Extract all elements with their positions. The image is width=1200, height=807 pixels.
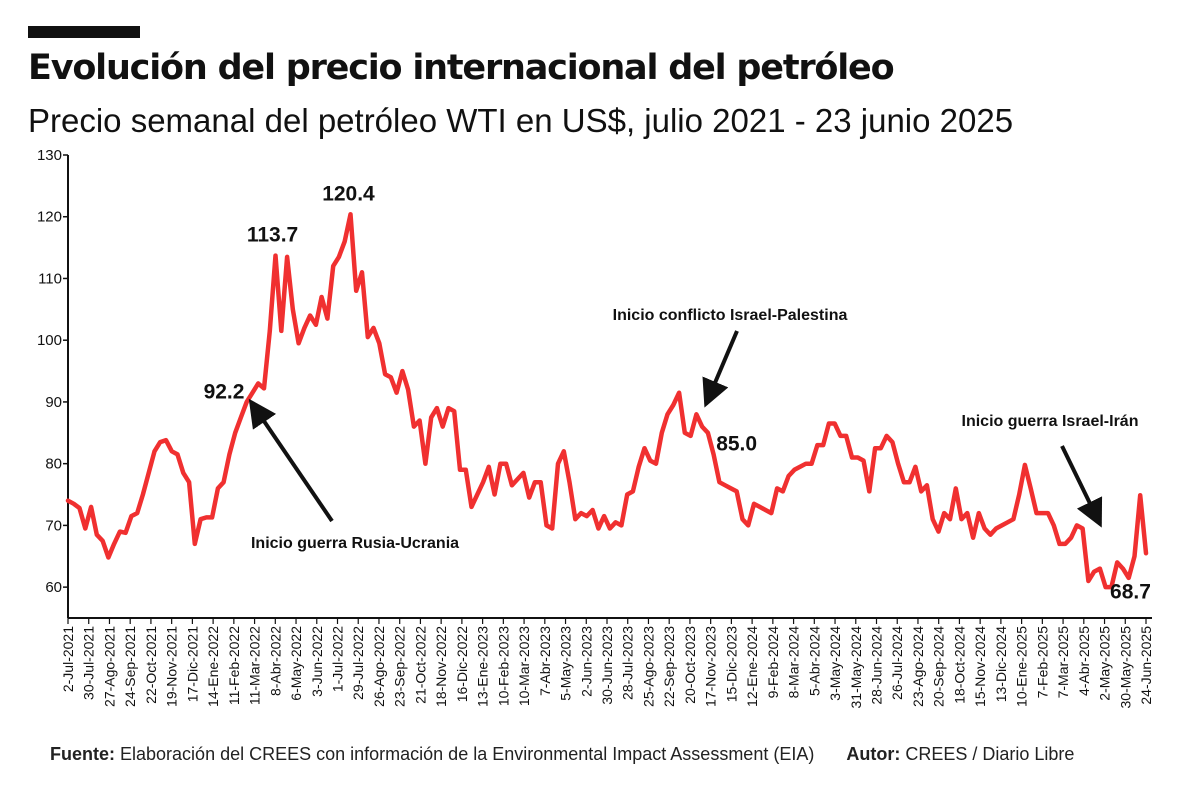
x-tick-label: 24-Jun-2025 xyxy=(1138,626,1154,705)
source-label: Fuente: xyxy=(50,744,115,764)
annotation-arrow xyxy=(1060,445,1103,528)
x-tick-label: 28-Jul-2023 xyxy=(620,626,636,700)
x-tick-label: 12-Ene-2024 xyxy=(744,626,760,707)
x-tick-label: 14-Ene-2022 xyxy=(205,626,221,707)
x-tick-label: 18-Nov-2022 xyxy=(433,626,449,707)
x-tick-label: 31-May-2024 xyxy=(848,626,864,709)
x-tick-label: 7-Abr-2023 xyxy=(537,626,553,696)
x-tick-label: 26-Jul-2024 xyxy=(889,626,905,700)
data-label: 85.0 xyxy=(716,432,757,455)
x-tick-label: 7-Feb-2025 xyxy=(1034,626,1050,699)
x-tick-label: 16-Dic-2022 xyxy=(454,626,470,702)
x-tick-label: 11-Mar-2022 xyxy=(247,626,263,705)
x-tick-label: 17-Dic-2021 xyxy=(184,626,200,702)
x-tick-label: 30-Jun-2023 xyxy=(599,626,615,705)
x-tick-label: 15-Dic-2023 xyxy=(723,626,739,702)
x-tick-label: 9-Feb-2024 xyxy=(765,626,781,699)
author-label: Autor: xyxy=(846,744,901,764)
x-tick-label: 25-Ago-2023 xyxy=(640,626,656,707)
x-tick-label: 13-Ene-2023 xyxy=(475,626,491,707)
x-tick-label: 10-Ene-2025 xyxy=(1014,626,1030,707)
y-tick-label: 60 xyxy=(45,579,62,596)
y-tick-label: 80 xyxy=(45,456,62,473)
x-tick-label: 10-Mar-2023 xyxy=(516,626,532,706)
data-label: 120.4 xyxy=(322,182,375,205)
y-tick-label: 100 xyxy=(37,332,62,349)
data-label: 68.7 xyxy=(1110,580,1151,603)
x-tick-label: 7-Mar-2025 xyxy=(1055,626,1071,699)
x-tick-label: 17-Nov-2023 xyxy=(703,626,719,707)
y-tick-label: 90 xyxy=(45,394,62,411)
x-tick-label: 20-Sep-2024 xyxy=(931,626,947,707)
x-tick-label: 6-May-2022 xyxy=(288,626,304,701)
chart-subtitle: Precio semanal del petróleo WTI en US$, … xyxy=(28,102,1014,139)
x-tick-label: 29-Jul-2022 xyxy=(350,626,366,700)
x-tick-label: 11-Feb-2022 xyxy=(226,626,242,705)
x-tick-label: 27-Ago-2021 xyxy=(101,626,117,707)
source-text: Elaboración del CREES con información de… xyxy=(120,744,815,764)
author-text: CREES / Diario Libre xyxy=(905,744,1075,764)
x-tick-label: 28-Jun-2024 xyxy=(869,626,885,705)
x-tick-label: 1-Jul-2022 xyxy=(330,626,346,692)
chart-footer: Fuente: Elaboración del CREES con inform… xyxy=(50,744,1074,765)
x-tick-label: 24-Sep-2021 xyxy=(122,626,138,707)
chart-title: Evolución del precio internacional del p… xyxy=(28,48,895,88)
line-chart: 60 70 80 90 100 110 120 130 2-Jul-2021 30-Jul-202… xyxy=(37,0,1200,709)
data-label: 113.7 xyxy=(247,224,298,247)
y-tick-label: 130 xyxy=(37,147,62,164)
x-tick-label: 22-Oct-2021 xyxy=(143,626,159,704)
annotation-arrow xyxy=(248,398,334,523)
wti-price-line xyxy=(65,212,1149,590)
x-tick-label: 30-May-2025 xyxy=(1117,626,1133,709)
x-tick-label: 21-Oct-2022 xyxy=(412,626,428,704)
x-tick-label: 3-Jun-2022 xyxy=(309,626,325,697)
x-tick-label: 2-May-2025 xyxy=(1097,626,1113,701)
x-tick-label: 4-Abr-2025 xyxy=(1076,626,1092,696)
x-tick-label: 2-Jun-2023 xyxy=(578,626,594,697)
x-tick-label: 23-Ago-2024 xyxy=(910,626,926,707)
x-tick-label: 10-Feb-2023 xyxy=(495,626,511,706)
x-tick-label: 22-Sep-2023 xyxy=(661,626,677,707)
y-tick-label: 120 xyxy=(37,209,62,226)
x-tick-label: 19-Nov-2021 xyxy=(164,626,180,707)
x-tick-label: 13-Dic-2024 xyxy=(993,626,1009,702)
y-tick-label: 110 xyxy=(38,270,62,287)
x-tick-label: 8-Abr-2022 xyxy=(267,626,283,696)
annotation-label: Inicio conflicto Israel-Palestina xyxy=(613,307,848,324)
x-tick-label: 2-Jul-2021 xyxy=(60,626,76,692)
annotation-arrow xyxy=(702,330,739,408)
x-tick-label: 26-Ago-2022 xyxy=(371,626,387,707)
y-tick-label: 70 xyxy=(45,517,62,534)
x-tick-label: 5-Abr-2024 xyxy=(806,626,822,696)
data-label: 74.9 xyxy=(1163,0,1200,5)
x-tick-label: 23-Sep-2022 xyxy=(392,626,408,707)
data-label: 92.2 xyxy=(204,380,245,403)
x-tick-label: 3-May-2024 xyxy=(827,626,843,701)
x-tick-label: 8-Mar-2024 xyxy=(786,626,802,699)
x-tick-label: 5-May-2023 xyxy=(558,626,574,701)
x-tick-label: 15-Nov-2024 xyxy=(972,626,988,707)
annotation-label: Inicio guerra Israel-Irán xyxy=(962,413,1139,430)
title-accent-bar xyxy=(28,26,140,38)
x-tick-label: 30-Jul-2021 xyxy=(81,626,97,700)
x-tick-label: 18-Oct-2024 xyxy=(951,626,967,704)
annotation-label: Inicio guerra Rusia-Ucrania xyxy=(251,535,459,552)
x-tick-label: 20-Oct-2023 xyxy=(682,626,698,704)
